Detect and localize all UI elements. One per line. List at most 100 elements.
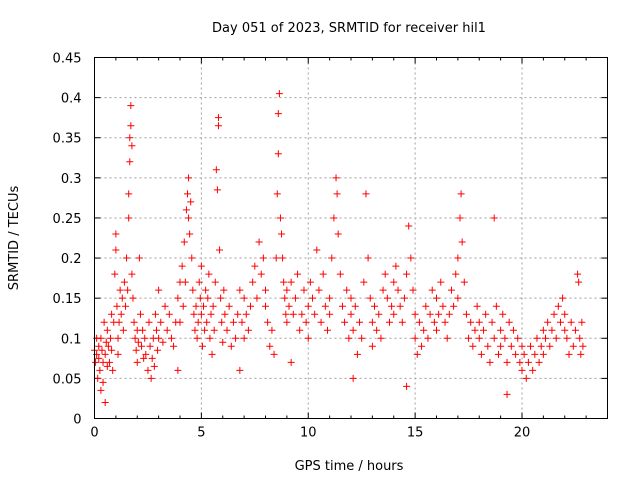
data-point [452,270,460,278]
data-point [311,310,319,318]
data-point [128,270,136,278]
data-point [282,310,290,318]
data-point [349,326,357,334]
data-point [210,326,218,334]
data-point [441,318,449,326]
data-point [437,278,445,286]
y-tick-label: 0.3 [61,172,82,187]
data-point [275,90,283,98]
data-point [247,302,255,310]
data-point [426,310,434,318]
x-tick-label: 5 [197,426,205,441]
data-point [353,350,361,358]
data-point [576,334,584,342]
data-point [477,350,485,358]
data-point [471,326,479,334]
y-tick-labels: 0 0.05 0.1 0.15 0.2 0.25 0.3 0.35 0.4 0.45 [53,52,82,428]
data-point [559,294,567,302]
data-point [103,326,111,334]
data-point [347,294,355,302]
data-point [251,262,259,270]
data-point [211,278,219,286]
x-tick-label: 20 [514,426,531,441]
data-point [104,342,112,350]
data-point [207,310,215,318]
data-point [439,302,447,310]
data-point [200,302,208,310]
data-point [136,310,144,318]
data-point [97,334,105,342]
data-point [488,318,496,326]
data-point [240,334,248,342]
data-point [167,334,175,342]
data-point [445,310,453,318]
data-point [274,110,282,118]
data-point [193,334,201,342]
data-point [574,270,582,278]
data-point [127,102,135,110]
data-point [347,310,355,318]
data-point [287,358,295,366]
data-point [138,342,146,350]
data-point [364,254,372,262]
data-point [124,286,132,294]
data-points [91,90,587,406]
data-point [405,222,413,230]
data-point [227,342,235,350]
data-point [542,334,550,342]
data-point [460,278,468,286]
data-point [134,338,142,346]
data-point [242,310,250,318]
y-tick-label: 0 [73,413,81,428]
data-point [456,214,464,222]
data-point [289,310,297,318]
data-point [341,318,349,326]
data-point [482,310,490,318]
data-point [518,366,526,374]
data-point [458,238,466,246]
x-tick-label: 0 [90,426,98,441]
data-point [117,310,125,318]
data-point [413,350,421,358]
data-point [283,286,291,294]
data-point [98,346,106,354]
data-point [330,214,338,222]
data-point [197,310,205,318]
data-point [120,278,128,286]
data-point [366,294,374,302]
data-point [186,230,194,238]
data-point [170,342,178,350]
data-point [154,346,162,354]
data-point [185,214,193,222]
data-point [262,286,269,294]
data-point [462,310,470,318]
data-point [430,318,438,326]
data-point [113,302,121,310]
data-point [95,342,103,350]
data-point [114,350,122,358]
data-point [409,286,417,294]
data-point [333,190,341,198]
data-point [392,262,400,270]
data-point [157,318,165,326]
data-point [319,270,327,278]
data-point [232,334,240,342]
data-point [208,350,216,358]
data-point [379,286,387,294]
plot-frame [94,57,608,419]
data-point [501,334,509,342]
data-point [125,190,133,198]
data-point [178,262,186,270]
data-point [362,190,370,198]
data-point [129,294,137,302]
data-point [535,358,543,366]
data-point [411,310,419,318]
data-point [163,326,171,334]
data-point [302,318,310,326]
data-point [238,318,246,326]
data-point [114,334,122,342]
data-point [407,254,415,262]
data-point [204,294,212,302]
data-point [192,302,200,310]
data-point [396,302,404,310]
